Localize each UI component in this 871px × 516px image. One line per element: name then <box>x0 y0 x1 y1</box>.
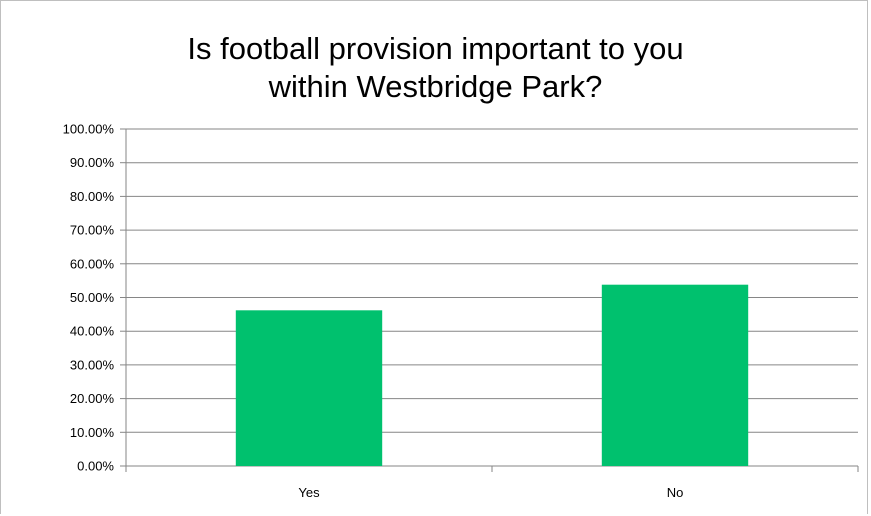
x-tick-label: Yes <box>298 485 320 500</box>
y-tick-label: 90.00% <box>70 155 115 170</box>
chart-title-line-2: within Westbridge Park? <box>268 69 603 104</box>
y-tick-label: 40.00% <box>70 324 115 339</box>
y-tick-label: 100.00% <box>63 122 115 137</box>
y-tick-label: 30.00% <box>70 357 115 372</box>
chart-title: Is football provision important to you w… <box>0 30 871 106</box>
y-tick-label: 0.00% <box>77 459 114 474</box>
y-tick-label: 70.00% <box>70 223 115 238</box>
y-tick-label: 60.00% <box>70 256 115 271</box>
y-tick-label: 10.00% <box>70 425 115 440</box>
y-tick-label: 20.00% <box>70 391 115 406</box>
y-tick-label: 80.00% <box>70 189 115 204</box>
bar-no <box>601 284 749 466</box>
x-tick-label: No <box>667 485 684 500</box>
chart-title-line-1: Is football provision important to you <box>187 31 684 66</box>
y-tick-label: 50.00% <box>70 290 115 305</box>
bar-yes <box>235 310 383 466</box>
